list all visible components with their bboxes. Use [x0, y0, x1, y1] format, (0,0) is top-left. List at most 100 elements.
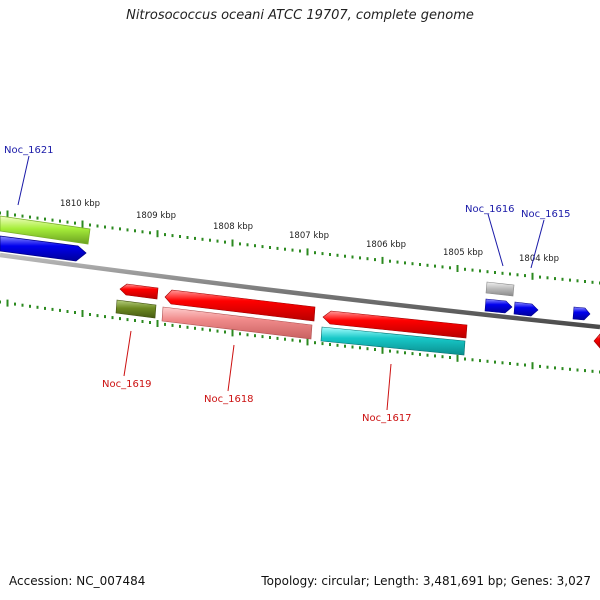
gene-block-noc-1619[interactable] [115, 299, 157, 319]
kbp-label-1807: 1807 kbp [289, 231, 329, 241]
kbp-label-1806: 1806 kbp [366, 240, 406, 250]
gene-block-noc-1616[interactable] [485, 281, 515, 297]
upper-scale-minor-tick [36, 216, 39, 220]
lower-scale-minor-tick [291, 338, 294, 342]
upper-scale-minor-tick [224, 240, 226, 244]
lower-scale-minor-tick [119, 317, 121, 321]
gene-block-reverse-small[interactable] [119, 283, 159, 300]
gene-label-noc-1615[interactable]: Noc_1615 [521, 209, 571, 220]
lower-scale-minor-tick [66, 310, 69, 313]
lower-scale-minor-tick [501, 361, 504, 365]
gene-label-noc-1616[interactable]: Noc_1616 [465, 204, 515, 215]
upper-scale-minor-tick [359, 256, 361, 260]
upper-scale-minor-tick [554, 277, 556, 281]
callout-line-noc-1615 [530, 219, 545, 269]
lower-scale-major-tick [381, 346, 384, 354]
upper-scale-minor-tick [179, 235, 181, 238]
gene-block-noc-1617-red[interactable] [322, 310, 468, 339]
lower-scale-minor-tick [186, 325, 189, 329]
upper-scale-minor-tick [29, 215, 31, 219]
upper-scale-minor-tick [471, 268, 474, 272]
gene-block-noc-1618[interactable] [161, 306, 313, 340]
lower-scale-minor-tick [284, 337, 286, 341]
lower-scale-minor-tick [29, 304, 31, 308]
upper-scale-minor-tick [464, 267, 466, 271]
upper-scale-minor-tick [74, 221, 76, 225]
lower-scale-minor-tick [111, 316, 114, 320]
upper-scale-minor-tick [539, 275, 541, 279]
upper-scale-minor-tick [321, 252, 324, 256]
upper-scale-minor-tick [576, 279, 579, 283]
upper-scale-minor-tick [66, 220, 69, 224]
lower-scale-minor-tick [374, 348, 376, 351]
upper-scale-minor-tick [209, 238, 211, 242]
callout-line-noc-1619 [123, 330, 132, 377]
upper-scale-minor-tick [396, 260, 399, 264]
lower-scale-minor-tick [261, 335, 264, 339]
gene-block-noc-1621[interactable] [0, 215, 91, 245]
upper-scale-major-tick [156, 230, 159, 238]
lower-scale-major-tick [81, 310, 84, 317]
upper-scale-minor-tick [314, 251, 316, 255]
upper-scale-minor-tick [194, 236, 196, 240]
lower-scale-minor-tick [51, 307, 54, 311]
upper-scale-major-tick [231, 239, 234, 247]
lower-scale-minor-tick [554, 366, 556, 370]
upper-scale-minor-tick [269, 246, 271, 249]
upper-scale-minor-tick [546, 276, 549, 280]
lower-scale-major-tick [156, 320, 159, 327]
lower-scale-minor-tick [149, 321, 151, 324]
lower-scale-minor-tick [464, 357, 466, 361]
gene-block-forward-blue[interactable] [0, 235, 87, 262]
lower-scale-minor-tick [471, 358, 474, 362]
lower-scale-minor-tick [44, 306, 46, 310]
callout-line-noc-1618 [227, 344, 235, 392]
kbp-label-1809: 1809 kbp [136, 211, 176, 221]
gene-block-noc-1617[interactable] [320, 326, 466, 356]
lower-scale-minor-tick [486, 359, 489, 363]
upper-scale-minor-tick [239, 242, 241, 246]
lower-scale-minor-tick [404, 351, 406, 355]
lower-scale-minor-tick [449, 356, 451, 359]
upper-scale-minor-tick [569, 278, 571, 282]
lower-scale-minor-tick [74, 311, 76, 314]
lower-scale-minor-tick [479, 359, 481, 363]
lower-scale-minor-tick [336, 343, 339, 347]
lower-scale-minor-tick [276, 336, 279, 340]
upper-scale-minor-tick [96, 224, 99, 228]
lower-scale-minor-tick [0, 300, 1, 304]
lower-scale-minor-tick [569, 367, 571, 371]
gene-block-forward-edge[interactable] [572, 306, 591, 321]
lower-scale-minor-tick [21, 303, 24, 307]
lower-scale-major-tick [231, 329, 234, 337]
genome-summary-text: Topology: circular; Length: 3,481,691 bp… [261, 574, 591, 588]
gene-block-noc-1618-red[interactable] [164, 289, 316, 322]
lower-scale-minor-tick [419, 352, 421, 356]
upper-scale-minor-tick [201, 237, 204, 241]
upper-scale-major-tick [531, 272, 534, 280]
gene-label-noc-1621[interactable]: Noc_1621 [4, 145, 54, 156]
kbp-label-1804: 1804 kbp [519, 254, 559, 264]
gene-block-noc-1615b[interactable] [513, 301, 539, 317]
gene-label-noc-1618[interactable]: Noc_1618 [204, 394, 254, 405]
lower-scale-minor-tick [584, 369, 586, 373]
upper-scale-minor-tick [366, 257, 369, 261]
upper-scale-major-tick [381, 256, 384, 264]
upper-scale-minor-tick [351, 255, 354, 259]
lower-scale-minor-tick [171, 323, 174, 327]
lower-scale-minor-tick [179, 324, 181, 328]
lower-scale-minor-tick [201, 327, 204, 331]
lower-scale-minor-tick [36, 305, 39, 309]
gene-block-reverse-edge[interactable] [593, 333, 600, 349]
upper-scale-major-tick [456, 265, 459, 272]
gene-block-noc-1615a[interactable] [484, 298, 513, 314]
upper-scale-major-tick [6, 210, 9, 218]
upper-scale-minor-tick [119, 227, 121, 231]
lower-scale-minor-tick [329, 343, 331, 346]
upper-scale-minor-tick [171, 234, 174, 238]
lower-scale-major-tick [6, 299, 9, 307]
gene-label-noc-1619[interactable]: Noc_1619 [102, 379, 152, 390]
upper-scale-minor-tick [404, 261, 406, 265]
upper-scale-minor-tick [261, 245, 264, 249]
gene-label-noc-1617[interactable]: Noc_1617 [362, 413, 412, 424]
